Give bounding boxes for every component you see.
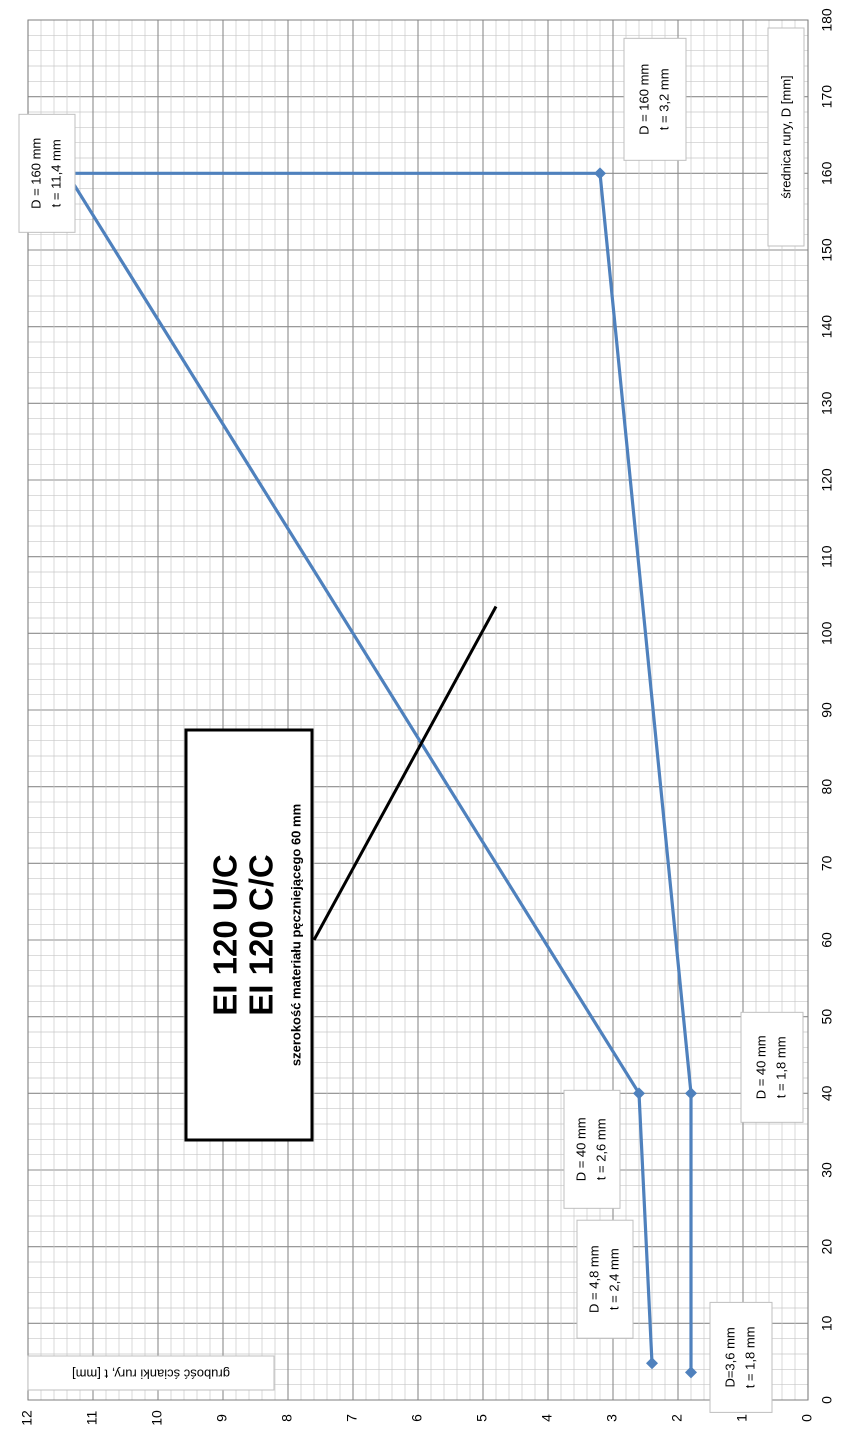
- point-label-box: [563, 1089, 621, 1209]
- x-axis-title: średnica rury, D [mm]: [778, 75, 793, 198]
- callout-line1: EI 120 U/C: [207, 854, 244, 1015]
- point-label-box: [740, 1011, 804, 1123]
- x-tick-label: 180: [819, 8, 835, 32]
- series-marker: [646, 1357, 658, 1370]
- y-tick-label: 3: [604, 1414, 620, 1422]
- y-tick-label: 0: [799, 1414, 815, 1422]
- callout-pointer-line: [312, 605, 498, 941]
- point-label-text: D = 4,8 mm: [586, 1245, 601, 1313]
- y-tick-label: 4: [539, 1414, 555, 1422]
- grid: [27, 19, 809, 1401]
- y-tick-label: 7: [344, 1414, 360, 1422]
- x-tick-label: 160: [819, 161, 835, 185]
- y-tick-label: 9: [214, 1414, 230, 1422]
- point-label-text: t = 3,2 mm: [656, 68, 671, 130]
- y-tick-label: 1: [734, 1414, 750, 1422]
- point-label-text: D=3,6 mm: [722, 1327, 737, 1387]
- y-axis-title: grubość ścianki rury, t [mm]: [72, 1367, 230, 1382]
- series-marker: [685, 1087, 697, 1100]
- y-tick-label: 6: [409, 1414, 425, 1422]
- x-tick-label: 0: [819, 1396, 835, 1404]
- x-tick-label: 70: [819, 855, 835, 871]
- x-tick-label: 60: [819, 932, 835, 948]
- x-tick-label: 140: [819, 315, 835, 339]
- plot-frame: [27, 19, 809, 1401]
- x-tick-label: 90: [819, 702, 835, 718]
- ticks: 0102030405060708090100110120130140150160…: [19, 8, 835, 1426]
- callout-pointer: [312, 605, 498, 941]
- point-label-text: t = 1,8 mm: [742, 1327, 757, 1389]
- x-tick-label: 130: [819, 391, 835, 415]
- point-label-box: [576, 1219, 634, 1339]
- point-label-text: t = 11,4 mm: [48, 139, 63, 207]
- x-tick-label: 40: [819, 1085, 835, 1101]
- y-tick-label: 5: [474, 1414, 490, 1422]
- y-tick-label: 10: [149, 1410, 165, 1426]
- x-tick-label: 80: [819, 779, 835, 795]
- x-tick-label: 10: [819, 1315, 835, 1331]
- point-label-box: [709, 1301, 773, 1413]
- y-tick-label: 2: [669, 1414, 685, 1422]
- point-label-text: t = 2,6 mm: [593, 1118, 608, 1180]
- point-label-text: t = 2,4 mm: [606, 1248, 621, 1310]
- point-label-text: D = 40 mm: [573, 1117, 588, 1181]
- point-label-text: t = 1,8 mm: [773, 1036, 788, 1098]
- point-labels: D = 160 mm t = 11,4 mm D = 160 mm t = 3,2 m…: [18, 37, 804, 1413]
- x-tick-label: 30: [819, 1162, 835, 1178]
- callout-box: EI 120 U/C EI 120 C/C szerokość materiał…: [184, 728, 314, 1142]
- y-tick-label: 8: [279, 1414, 295, 1422]
- series-marker: [594, 167, 606, 180]
- point-label-text: D = 160 mm: [636, 64, 651, 135]
- series-marker: [685, 1366, 697, 1379]
- x-tick-label: 50: [819, 1009, 835, 1025]
- callout-line2: EI 120 C/C: [243, 854, 280, 1015]
- x-tick-label: 100: [819, 621, 835, 645]
- callout-line3: szerokość materiału pęczniejącego 60 mm: [288, 804, 303, 1066]
- series-marker: [633, 1087, 645, 1100]
- series-line: [65, 171, 693, 1373]
- point-label-box: [623, 37, 687, 161]
- x-axis-title-box: średnica rury, D [mm]: [767, 27, 805, 247]
- y-tick-label: 11: [84, 1411, 100, 1426]
- y-tick-label: 12: [19, 1410, 35, 1426]
- y-axis-title-box: grubość ścianki rury, t [mm]: [27, 1355, 275, 1391]
- point-label-text: D = 160 mm: [28, 138, 43, 209]
- point-label-text: D = 40 mm: [753, 1035, 768, 1099]
- x-tick-label: 170: [819, 85, 835, 109]
- x-tick-label: 110: [819, 545, 835, 568]
- point-label-box: [18, 113, 76, 233]
- x-tick-label: 150: [819, 238, 835, 262]
- x-tick-label: 120: [819, 468, 835, 492]
- x-tick-label: 20: [819, 1239, 835, 1255]
